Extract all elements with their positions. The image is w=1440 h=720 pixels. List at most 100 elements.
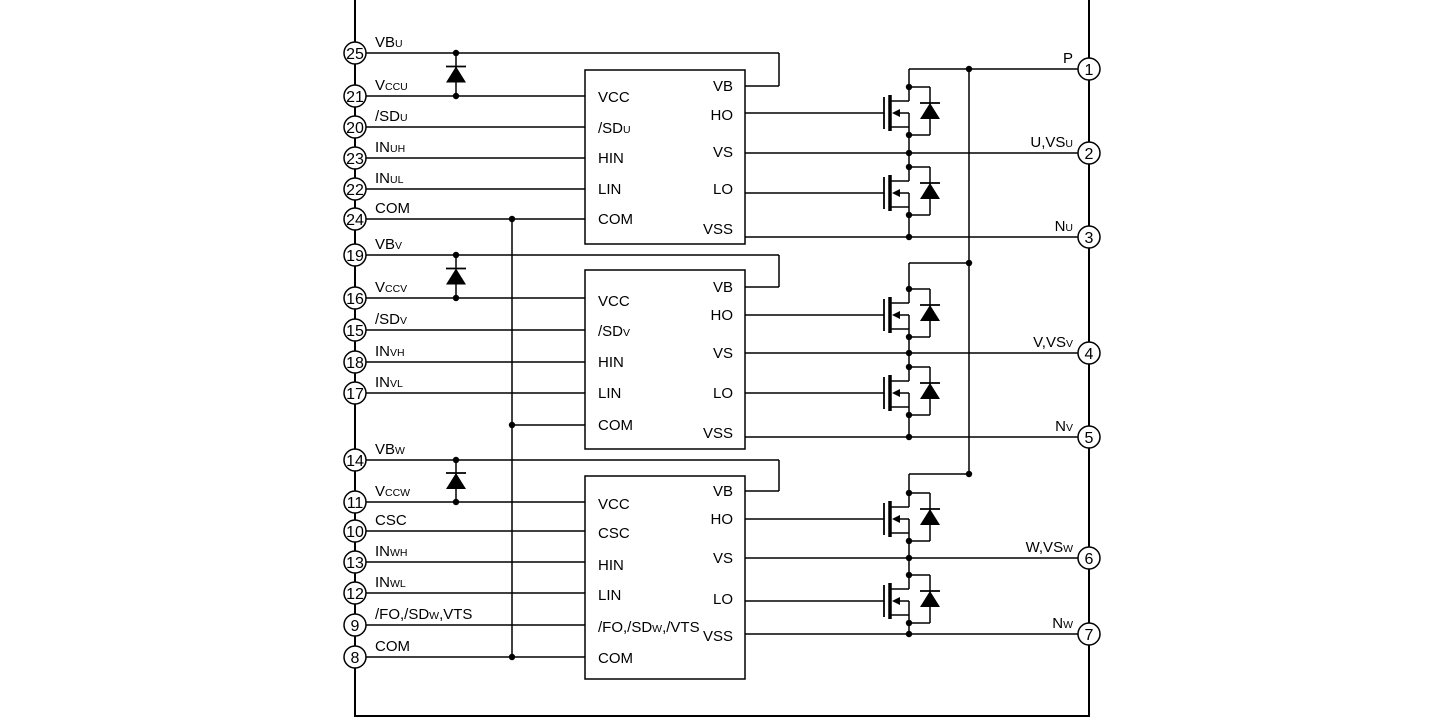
left-pin-label: INVH xyxy=(375,343,405,360)
left-pin-label-main: /SD xyxy=(375,108,400,125)
ic-pin-label: VB xyxy=(713,279,733,296)
left-pin-label-sub: UH xyxy=(390,143,405,155)
right-pin-5-number: 5 xyxy=(1085,430,1094,447)
left-pin-label-main: IN xyxy=(375,170,390,187)
left-pin-21-number: 21 xyxy=(346,89,364,106)
ic-pin-label: VCC xyxy=(598,89,630,106)
left-pin-label-main: VB xyxy=(375,34,395,51)
ic-pin-label-main: CSC xyxy=(598,525,630,542)
high-side-mosfet-v-arrow-icon xyxy=(892,311,900,319)
left-pin-label: INWL xyxy=(375,574,406,591)
left-pin-label-sub: U xyxy=(400,112,408,124)
right-pin-label: P xyxy=(1063,50,1073,67)
ic-pin-label: VSS xyxy=(703,425,733,442)
left-pin-label-main: V xyxy=(375,279,385,296)
left-pin-label-sub: CCU xyxy=(385,81,408,93)
right-pin-label-main: P xyxy=(1063,50,1073,67)
ic-pin-label: VB xyxy=(713,483,733,500)
left-pin-21-circle xyxy=(343,84,367,108)
ic-pin-label: VCC xyxy=(598,496,630,513)
ic-pin-label-main: COM xyxy=(598,211,633,228)
left-pin-10-circle xyxy=(343,519,367,543)
left-pin-label-sub: WL xyxy=(390,578,406,590)
ic-pin-label-main: COM xyxy=(598,650,633,667)
right-pin-label: NW xyxy=(1052,615,1073,632)
right-pin-6-circle xyxy=(1077,546,1101,570)
right-pin-4-number: 4 xyxy=(1085,346,1094,363)
left-pin-12-number: 12 xyxy=(346,586,364,603)
left-pin-17-number: 17 xyxy=(346,386,364,403)
junction-dot xyxy=(452,456,460,464)
ic-pin-label-main: LIN xyxy=(598,587,621,604)
left-pin-label: VBW xyxy=(375,441,405,458)
ic-pin-label-main: HIN xyxy=(598,354,624,371)
right-pin-label-main: U,VS xyxy=(1030,134,1065,151)
junction-dot xyxy=(905,433,913,441)
right-pin-label-main: N xyxy=(1052,615,1063,632)
left-pin-label-sub: W xyxy=(429,610,439,622)
ic-pin-label-main: /SD xyxy=(598,323,623,340)
ic-pin-label: VSS xyxy=(703,221,733,238)
left-pin-9-circle xyxy=(343,613,367,637)
left-pin-20-number: 20 xyxy=(346,120,364,137)
left-pin-11-circle xyxy=(343,490,367,514)
ic-pin-label-main: LIN xyxy=(598,181,621,198)
left-pin-24-circle xyxy=(343,207,367,231)
left-pin-22-circle xyxy=(343,177,367,201)
left-pin-label-main: IN xyxy=(375,574,390,591)
left-pin-label: INUH xyxy=(375,139,405,156)
left-pin-16-circle xyxy=(343,286,367,310)
left-pin-label-sub: WH xyxy=(390,547,408,559)
left-pin-17-circle xyxy=(343,381,367,405)
ic-pin-label-sub: W xyxy=(652,623,662,635)
right-pin-label: V,VSV xyxy=(1033,334,1073,351)
left-pin-12-circle xyxy=(343,581,367,605)
ic-pin-label: HO xyxy=(711,511,734,528)
left-pin-24-number: 24 xyxy=(346,212,364,229)
left-pin-25-circle xyxy=(343,41,367,65)
ic-pin-label: HIN xyxy=(598,150,624,167)
low-side-mosfet-u-diode-icon xyxy=(920,183,940,199)
right-pin-label-sub: U xyxy=(1065,138,1073,150)
right-pin-label-sub: V xyxy=(1066,338,1073,350)
right-pin-label-sub: V xyxy=(1066,422,1073,434)
junction-dot xyxy=(905,149,913,157)
right-pin-label-sub: W xyxy=(1063,543,1073,555)
right-pin-label: U,VSU xyxy=(1030,134,1073,151)
left-pin-label: /FO,/SDW,VTS xyxy=(375,606,472,623)
gate-driver-ic-u xyxy=(584,69,746,245)
junction-dot xyxy=(905,630,913,638)
junction-dot xyxy=(965,65,973,73)
junction-dot xyxy=(452,498,460,506)
left-pin-14-number: 14 xyxy=(346,453,364,470)
left-pin-label-main: COM xyxy=(375,200,410,217)
junction-dot xyxy=(905,554,913,562)
ic-pin-label: /SDU xyxy=(598,120,631,137)
ic-pin-label-main: /SD xyxy=(598,120,623,137)
left-pin-19-number: 19 xyxy=(346,248,364,265)
bootstrap-diode-icon xyxy=(446,268,466,285)
ic-pin-label: CSC xyxy=(598,525,630,542)
left-pin-label-sub: W xyxy=(395,445,405,457)
left-pin-23-circle xyxy=(343,146,367,170)
high-side-mosfet-u-diode-icon xyxy=(920,103,940,119)
ic-pin-label: COM xyxy=(598,417,633,434)
left-pin-label-sub: CCV xyxy=(385,283,407,295)
ic-pin-label: LIN xyxy=(598,385,621,402)
left-pin-label-main: /SD xyxy=(375,311,400,328)
left-pin-label-sub: V xyxy=(400,315,407,327)
left-pin-18-number: 18 xyxy=(346,355,364,372)
ic-pin-label: COM xyxy=(598,211,633,228)
right-pin-2-circle xyxy=(1077,141,1101,165)
low-side-mosfet-u-arrow-icon xyxy=(892,189,900,197)
left-pin-label: CSC xyxy=(375,512,407,529)
ic-pin-label: VB xyxy=(713,78,733,95)
junction-dot xyxy=(965,259,973,267)
junction-dot xyxy=(508,421,516,429)
left-pin-label: VCCW xyxy=(375,483,410,500)
right-pin-label-main: N xyxy=(1055,218,1066,235)
left-pin-label-main: VB xyxy=(375,441,395,458)
bootstrap-diode-icon xyxy=(446,66,466,83)
junction-dot xyxy=(508,653,516,661)
